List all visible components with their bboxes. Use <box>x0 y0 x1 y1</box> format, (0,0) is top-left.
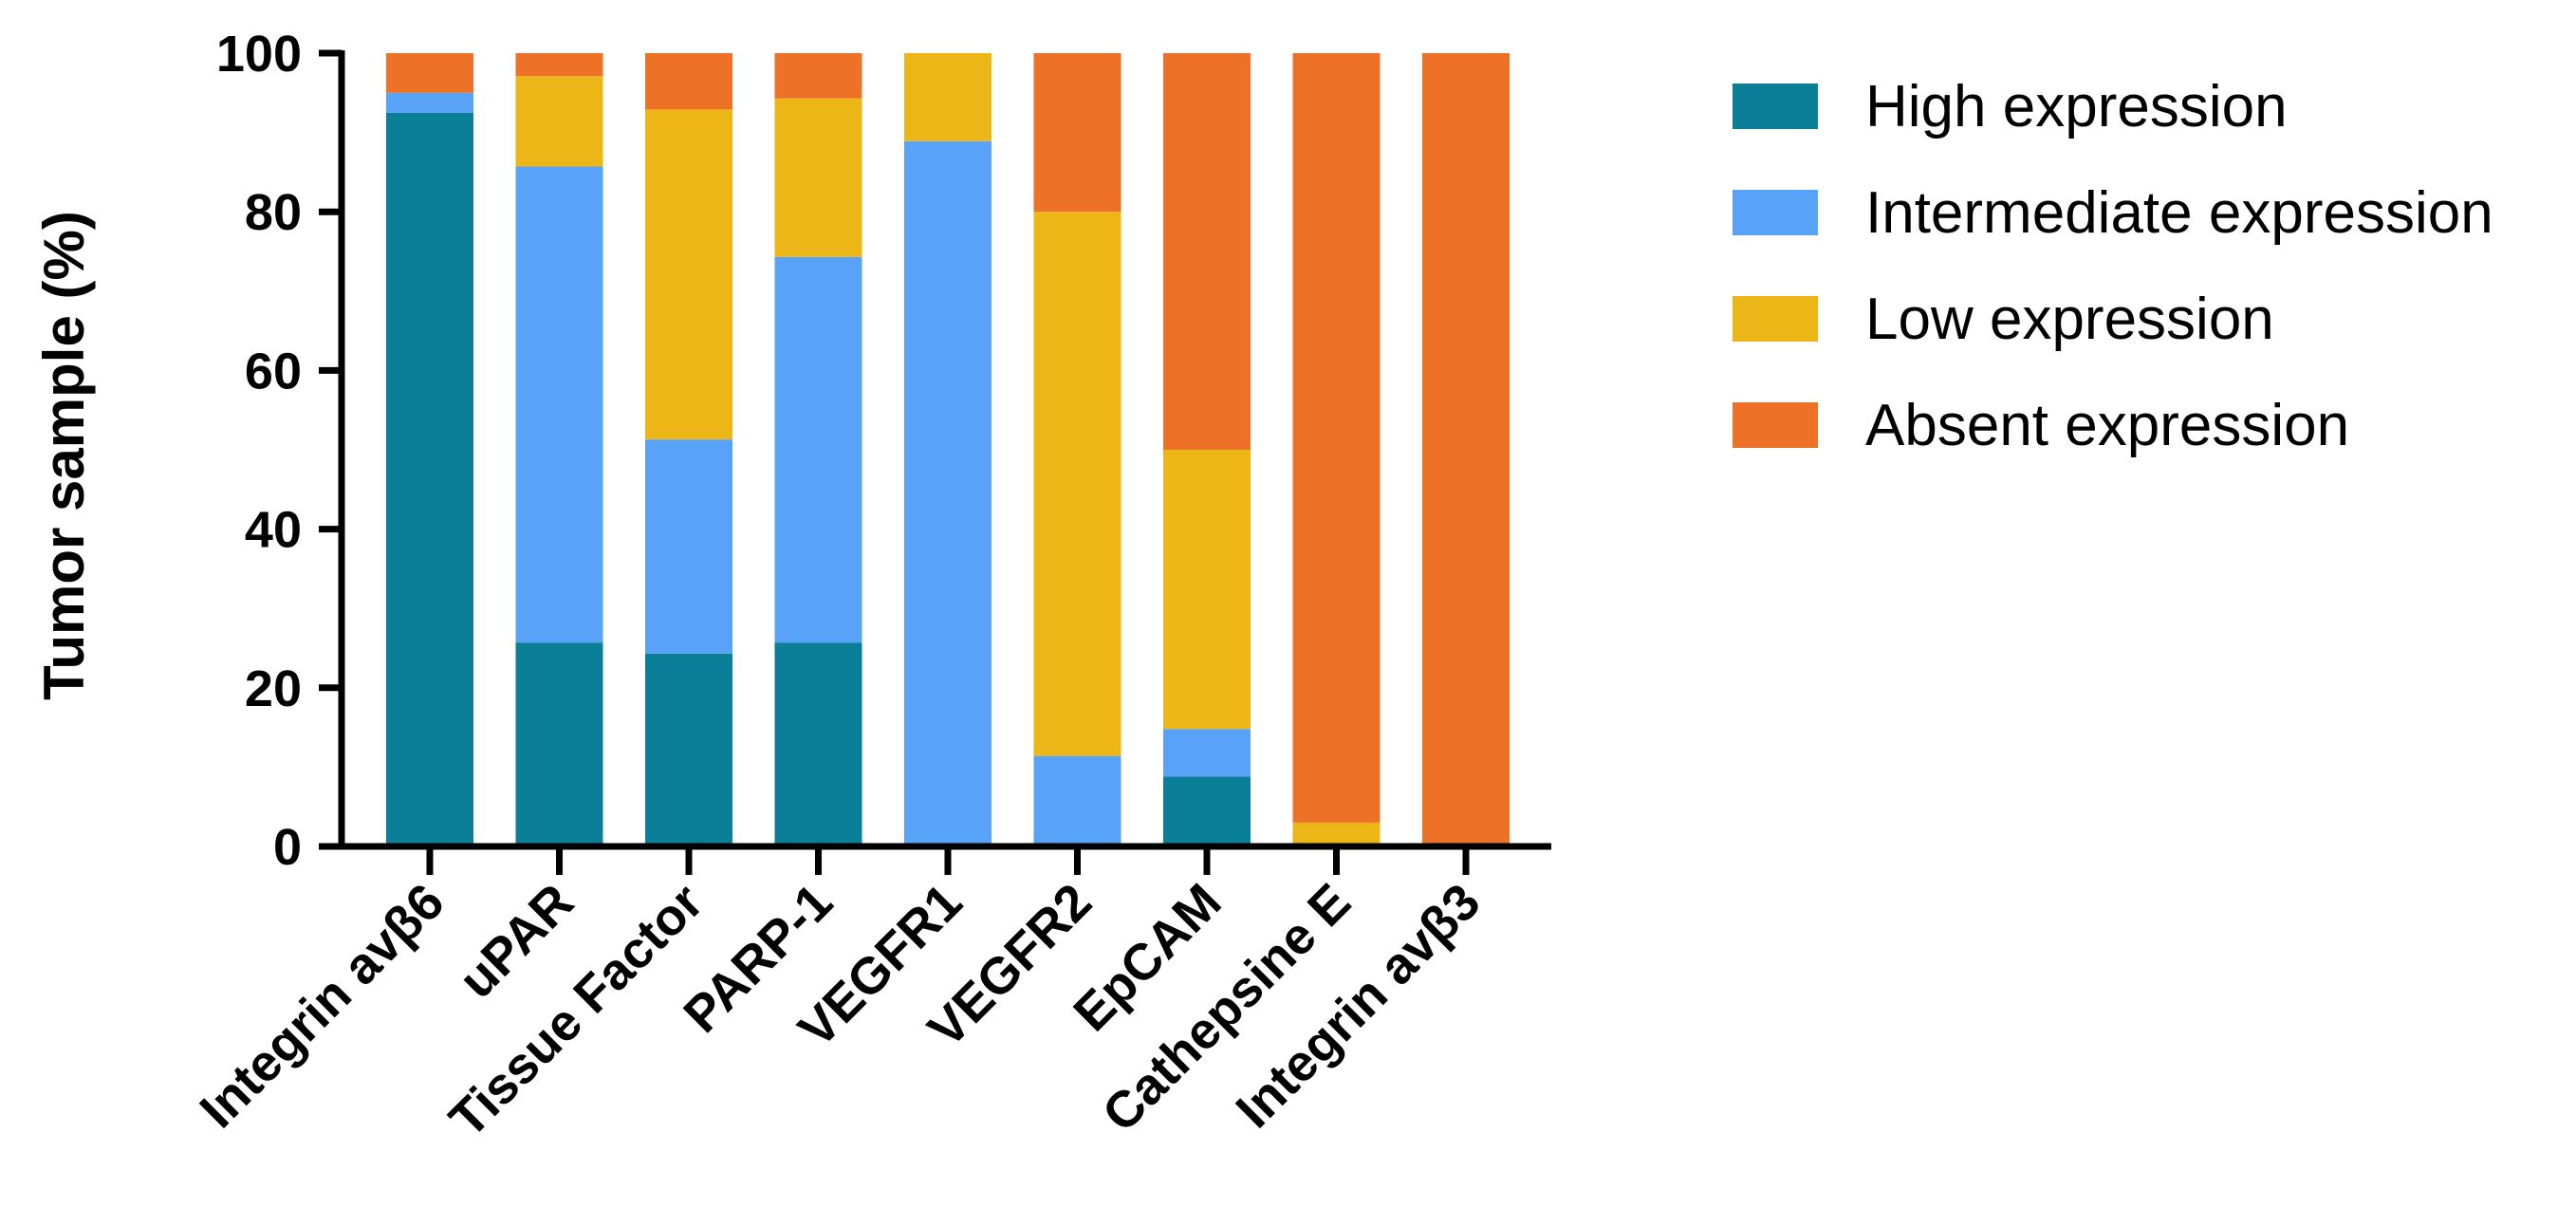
legend-swatch-intermediate-expression <box>1733 190 1818 235</box>
bar-tissue-factor-intermediate-expression <box>645 439 732 654</box>
bar-upar-low-expression <box>515 76 603 167</box>
bar-epcam-low-expression <box>1163 450 1251 730</box>
y-axis-title: Tumor sample (%) <box>32 211 96 700</box>
bar-integrin-av-6-intermediate-expression <box>386 92 473 113</box>
bar-integrin-av-6-absent-expression <box>386 53 473 93</box>
bar-vegfr1-low-expression <box>904 53 991 141</box>
legend-label-high-expression: High expression <box>1865 74 2288 139</box>
bar-vegfr2-absent-expression <box>1033 53 1121 213</box>
legend-label-intermediate-expression: Intermediate expression <box>1865 180 2493 246</box>
bar-upar-intermediate-expression <box>515 166 603 643</box>
legend-swatch-absent-expression <box>1733 402 1818 448</box>
bar-parp-1-high-expression <box>774 642 862 846</box>
bar-parp-1-low-expression <box>774 98 862 257</box>
bar-cathepsine-e-absent-expression <box>1292 53 1381 823</box>
y-tick-label-80: 80 <box>245 184 302 241</box>
bar-tissue-factor-absent-expression <box>645 53 732 110</box>
bar-vegfr2-intermediate-expression <box>1033 755 1121 846</box>
bars-group <box>386 53 1510 846</box>
bar-cathepsine-e-low-expression <box>1292 822 1381 846</box>
legend-swatch-low-expression <box>1733 296 1818 342</box>
legend: High expression Intermediate expression Lo… <box>1733 74 2493 458</box>
y-tick-label-60: 60 <box>245 343 302 399</box>
y-tick-label-40: 40 <box>245 502 302 559</box>
x-tick-label-integrin-av-6: Integrin avβ6 <box>189 873 454 1139</box>
bar-tissue-factor-low-expression <box>645 109 732 440</box>
bar-tissue-factor-high-expression <box>645 653 732 846</box>
bar-vegfr2-low-expression <box>1033 212 1121 756</box>
bar-parp-1-intermediate-expression <box>774 256 862 643</box>
bar-integrin-av-6-high-expression <box>386 112 473 846</box>
legend-label-absent-expression: Absent expression <box>1865 393 2349 458</box>
bar-integrin-av-3-absent-expression <box>1422 53 1510 846</box>
legend-label-low-expression: Low expression <box>1865 287 2274 352</box>
bar-epcam-high-expression <box>1163 776 1251 846</box>
bar-parp-1-absent-expression <box>774 53 862 99</box>
y-tick-label-100: 100 <box>216 26 302 83</box>
bar-upar-absent-expression <box>515 53 603 77</box>
bar-upar-high-expression <box>515 642 603 846</box>
bar-vegfr1-intermediate-expression <box>904 140 991 846</box>
bar-epcam-absent-expression <box>1163 53 1251 450</box>
y-tick-label-20: 20 <box>245 660 302 717</box>
legend-swatch-high-expression <box>1733 84 1818 129</box>
y-tick-label-0: 0 <box>273 819 302 876</box>
bar-epcam-intermediate-expression <box>1163 729 1251 777</box>
